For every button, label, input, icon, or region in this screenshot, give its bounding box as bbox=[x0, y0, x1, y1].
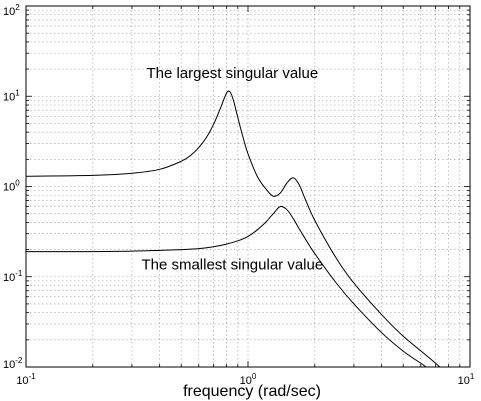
x-tick-label: 10-1 bbox=[16, 372, 36, 387]
x-axis-label: frequency (rad/sec) bbox=[183, 383, 321, 400]
y-tick-labels: 10-2 10-1 100 101 102 bbox=[3, 3, 23, 371]
y-tick-label: 102 bbox=[3, 3, 20, 18]
smallest-singular-value-line bbox=[26, 205, 428, 367]
x-tick-labels: 10-1 100 101 bbox=[16, 372, 475, 387]
annotations: The largest singular value The smallest s… bbox=[141, 65, 323, 274]
x-tick-label: 100 bbox=[240, 372, 257, 387]
x-tick-label: 101 bbox=[458, 372, 475, 387]
annotation-smallest: The smallest singular value bbox=[141, 257, 323, 274]
y-tick-label: 100 bbox=[3, 179, 20, 194]
grid-lines bbox=[26, 6, 470, 367]
tick-marks bbox=[25, 6, 470, 368]
series-lines bbox=[26, 90, 441, 367]
largest-singular-value-line bbox=[26, 90, 441, 367]
annotation-largest: The largest singular value bbox=[146, 65, 318, 82]
y-tick-label: 101 bbox=[3, 88, 20, 103]
y-tick-label: 10-2 bbox=[3, 356, 23, 371]
y-tick-label: 10-1 bbox=[3, 269, 23, 284]
